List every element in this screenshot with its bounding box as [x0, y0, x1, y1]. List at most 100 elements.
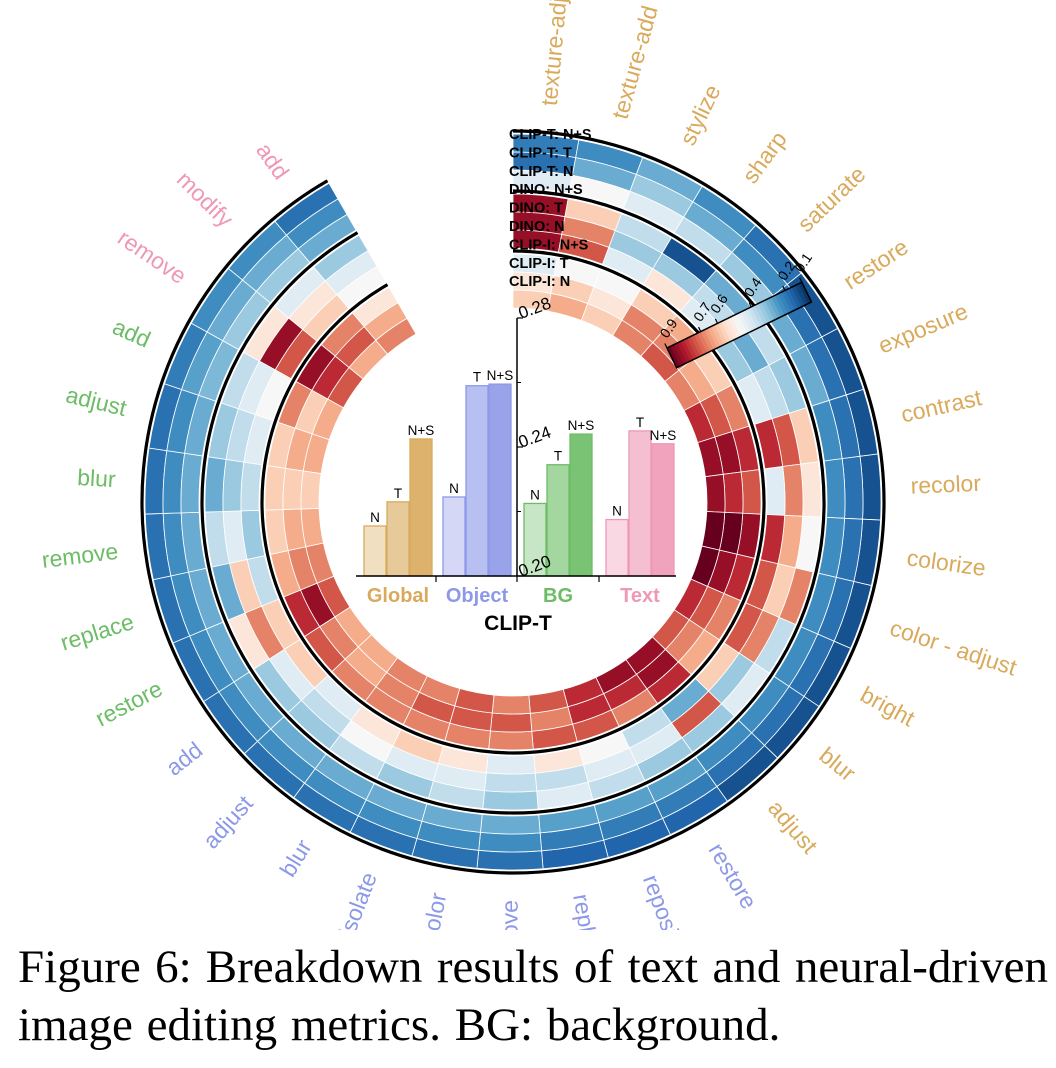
figure-caption: Figure 6: Breakdown results of text and n… — [18, 938, 1048, 1054]
ring-label: CLIP-T: N+S — [509, 127, 592, 143]
ring-label: DINO: N — [509, 219, 565, 235]
category-label: reposit — [638, 871, 686, 930]
heat-cell — [476, 849, 544, 871]
bar-series-label: T — [554, 449, 562, 464]
category-label: color - adjust — [887, 615, 1021, 681]
category-label: bright — [856, 681, 919, 732]
colorbar-segment — [751, 304, 765, 327]
category-label: remove — [113, 224, 191, 289]
colorbar-segment — [781, 290, 796, 312]
colorbar-segment — [774, 293, 789, 316]
y-tick-label: 0.24 — [516, 423, 554, 452]
bar-series-label: N — [449, 481, 459, 496]
bar-series-label: N — [530, 487, 540, 502]
colorbar-segment — [683, 337, 698, 360]
category-label: colorize — [905, 544, 987, 581]
colorbar-segment — [717, 321, 732, 344]
colorbar-segment — [791, 285, 806, 307]
category-label: texture-add — [607, 3, 663, 122]
colorbar-segment — [673, 342, 688, 365]
category-label: replace — [568, 892, 607, 930]
bar-series-label: N — [370, 510, 380, 525]
colorbar-segment — [693, 332, 708, 355]
colorbar-segment — [761, 300, 775, 322]
ring-label: CLIP-I: T — [509, 256, 569, 272]
caption-text: Breakdown results of text and neural-dri… — [18, 941, 1048, 1051]
category-label: blur — [77, 464, 117, 492]
colorbar-segment — [714, 323, 728, 345]
colorbar-segment — [737, 311, 752, 334]
bar-category-label: BG — [543, 585, 573, 607]
category-label: remove — [496, 900, 523, 930]
heat-cell — [782, 463, 804, 517]
bar — [409, 438, 433, 577]
category-label: saturate — [792, 161, 870, 237]
heat-cell — [375, 317, 417, 355]
colorbar-segment — [724, 318, 738, 340]
heat-cell — [482, 790, 539, 811]
colorbar-segment — [764, 298, 779, 321]
heat-cell — [240, 461, 263, 512]
bar-category-label: Text — [620, 585, 660, 607]
colorbar-tick — [782, 285, 786, 291]
heat-cell — [480, 814, 541, 835]
colorbar-segment — [707, 326, 721, 349]
category-label: recolor — [910, 470, 982, 499]
colorbar-segment — [758, 301, 772, 324]
colorbar-frame — [665, 281, 813, 369]
colorbar-segment — [670, 344, 684, 367]
heat-cell — [485, 754, 536, 775]
category-label: add — [109, 313, 155, 352]
heat-cell — [800, 461, 822, 518]
colorbar-segment — [704, 328, 718, 350]
bar — [651, 443, 675, 577]
colorbar-segment — [741, 309, 755, 332]
heat-cell — [300, 470, 322, 510]
colorbar-segment — [771, 295, 786, 317]
bar — [465, 385, 489, 577]
category-label: sharp — [737, 126, 792, 188]
colorbar-segment — [687, 336, 701, 358]
colorbar-segment — [720, 319, 735, 342]
bar — [363, 525, 387, 577]
colorbar-segment — [710, 324, 725, 347]
colorbar-segment — [727, 316, 742, 339]
category-label: add — [161, 737, 207, 781]
circular-heatmap-figure: CLIP-T: N+S CLIP-T: T CLIP-T: N DINO: N+S DI… — [40, 0, 1021, 930]
bar-series-label: T — [473, 370, 481, 385]
heat-cell — [823, 458, 846, 519]
ring-label: DINO: N+S — [509, 182, 583, 198]
colorbar-segment — [700, 329, 715, 352]
caption-label: Figure 6: — [18, 941, 192, 993]
bar-series-label: N+S — [568, 418, 595, 433]
category-label: exposure — [874, 298, 971, 359]
bar — [488, 383, 512, 577]
category-label: texture-adjust — [536, 0, 574, 107]
bar — [442, 496, 466, 577]
category-label: recolor — [413, 890, 452, 930]
ring-label: DINO: T — [509, 201, 563, 217]
category-label: modify — [172, 166, 239, 232]
bar-series-label: N+S — [487, 368, 514, 383]
bar-series-label: N+S — [650, 428, 677, 443]
heat-cell — [740, 469, 762, 515]
colorbar-segment — [754, 303, 769, 326]
bar — [546, 464, 570, 577]
heat-cell — [491, 694, 531, 715]
colorbar: 0.90.70.60.40.20.1 — [656, 250, 815, 369]
category-label: stylize — [674, 80, 725, 149]
category-label: isolate — [334, 869, 382, 930]
colorbar-segment — [697, 331, 711, 353]
heat-cell — [488, 730, 534, 751]
colorbar-segment — [798, 281, 813, 304]
bar-series-label: N — [612, 504, 622, 519]
heat-cell — [180, 452, 203, 514]
bar-chart-title: CLIP-T — [484, 612, 552, 635]
heat-cell — [478, 831, 543, 853]
category-label: remove — [40, 538, 119, 573]
heat-cell — [264, 465, 286, 511]
heat-cell — [300, 507, 324, 548]
category-label: replace — [57, 608, 137, 655]
bar — [605, 518, 629, 577]
